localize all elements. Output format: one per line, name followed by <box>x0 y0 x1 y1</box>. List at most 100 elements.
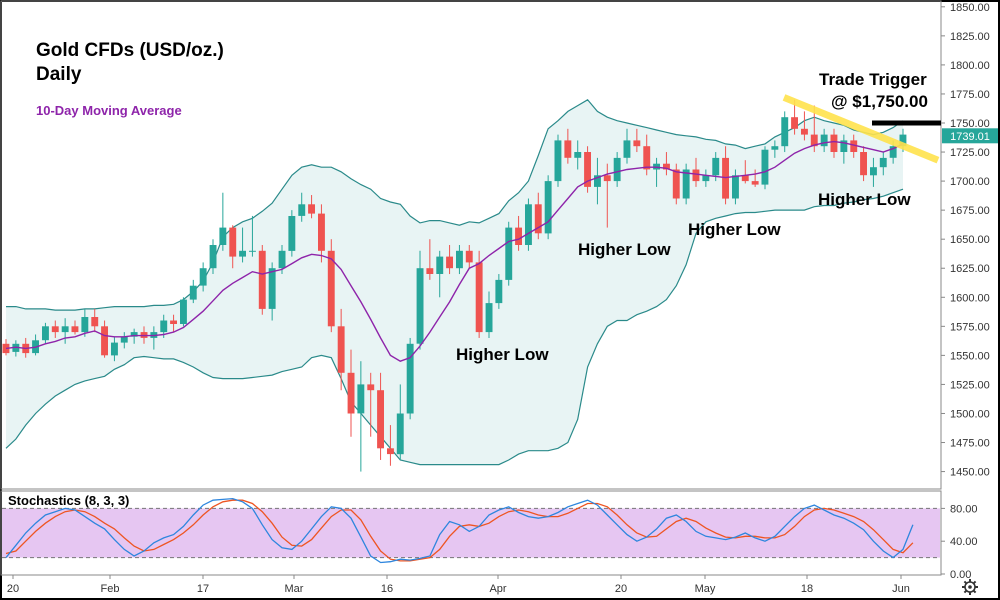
x-axis-tick-label: Feb <box>101 583 120 595</box>
candle-down <box>672 169 680 199</box>
y-axis-tick-label: 1500.00 <box>950 408 990 420</box>
candle-up <box>436 256 444 274</box>
y-axis-tick-label: 1725.00 <box>950 147 990 159</box>
candle-up <box>761 149 769 185</box>
x-axis-tick-label: 16 <box>381 583 393 595</box>
stoch-k-line <box>5 497 914 564</box>
candle-up <box>505 227 513 280</box>
bollinger-upper-line <box>6 99 904 311</box>
chart-title: Gold CFDs (USD/oz.) <box>36 40 224 61</box>
y-axis-tick-label: 1450.00 <box>950 467 990 479</box>
candle-down <box>101 326 108 356</box>
candle-up <box>130 332 138 337</box>
candle-up <box>278 250 286 269</box>
candle-down <box>741 175 749 182</box>
candle-down <box>643 146 651 170</box>
candle-down <box>534 204 542 234</box>
y-axis-tick-label: 1825.00 <box>950 31 990 43</box>
candle-up <box>820 134 828 147</box>
candle-down <box>229 227 237 257</box>
candle-down <box>830 134 838 152</box>
candle-down <box>2 343 10 354</box>
candle-down <box>258 250 266 309</box>
y-axis-tick-label: 1775.00 <box>950 89 990 101</box>
candle-down <box>318 213 325 251</box>
candle-up <box>732 175 739 199</box>
candle-up <box>298 204 306 216</box>
candle-up <box>889 146 897 158</box>
higher-low-annotation: Higher Low <box>578 240 671 259</box>
candle-down <box>584 152 591 187</box>
candle-up <box>268 268 276 309</box>
candle-up <box>879 157 887 168</box>
candle-down <box>475 262 483 333</box>
candle-up <box>199 268 207 286</box>
candle-down <box>692 169 700 182</box>
higher-low-annotation: Higher Low <box>818 190 911 209</box>
candle-up <box>61 326 69 333</box>
candle-up <box>160 320 168 333</box>
stoch-tick-label: 40.00 <box>950 536 978 548</box>
candle-down <box>663 163 670 170</box>
settings-gear-icon[interactable] <box>962 579 978 595</box>
y-axis-tick-label: 1650.00 <box>950 234 990 246</box>
y-axis-tick-label: 1575.00 <box>950 321 990 333</box>
y-axis-tick-label: 1750.00 <box>950 118 990 130</box>
higher-low-annotation: Higher Low <box>456 345 549 364</box>
bollinger-band-fill <box>6 99 903 465</box>
candle-down <box>51 326 59 333</box>
candle-up <box>495 279 503 304</box>
candle-up <box>781 117 789 147</box>
y-axis-tick-label: 1700.00 <box>950 176 990 188</box>
stoch-tick-label: 80.00 <box>950 503 978 515</box>
candle-up <box>111 342 118 356</box>
candle-down <box>515 227 522 245</box>
svg-text:1739.01: 1739.01 <box>950 131 990 143</box>
candle-up <box>682 169 690 199</box>
candle-up <box>180 299 187 324</box>
candle-down <box>810 134 818 147</box>
x-axis-tick-label: May <box>695 583 716 595</box>
candle-down <box>91 317 99 327</box>
candle-up <box>288 216 296 251</box>
candle-down <box>308 204 315 214</box>
stoch-d-line <box>5 499 914 562</box>
y-axis-tick-label: 1675.00 <box>950 205 990 217</box>
candle-up <box>554 140 562 182</box>
candle-up <box>357 384 365 414</box>
candle-down <box>446 256 453 269</box>
candle-up <box>406 343 414 414</box>
y-axis-tick-label: 1625.00 <box>950 263 990 275</box>
candle-up <box>485 303 493 333</box>
x-axis-tick-label: 18 <box>801 583 813 595</box>
candle-down <box>465 250 473 263</box>
candle-down <box>377 390 384 449</box>
bollinger-lower-line <box>5 188 904 466</box>
candle-up <box>544 181 552 234</box>
main-price-layer <box>2 94 941 472</box>
candle-up <box>712 157 720 176</box>
candle-up <box>209 245 217 269</box>
candle-up <box>840 140 848 152</box>
stochastics-layer <box>2 497 940 564</box>
x-axis-tick-label: Jun <box>892 583 910 595</box>
candle-down <box>170 320 177 324</box>
candle-up <box>870 167 877 176</box>
main-panel-border <box>0 0 942 490</box>
candle-down <box>327 250 335 327</box>
candle-up <box>239 250 246 257</box>
stochastics-title: Stochastics (8, 3, 3) <box>8 493 129 508</box>
candle-up <box>771 146 779 150</box>
candle-down <box>337 326 345 373</box>
candle-up <box>219 227 227 245</box>
x-axis-tick-label: 17 <box>197 583 209 595</box>
y-axis-tick-label: 1525.00 <box>950 379 990 391</box>
trade-trigger-price: @ $1,750.00 <box>831 92 928 111</box>
x-axis-tick-label: 20 <box>7 583 19 595</box>
candle-down <box>751 181 759 185</box>
candle-down <box>801 128 808 135</box>
last-price-tag: 1739.01 <box>942 128 998 144</box>
trade-trigger-label: Trade Trigger <box>819 70 927 89</box>
candle-down <box>367 384 375 391</box>
